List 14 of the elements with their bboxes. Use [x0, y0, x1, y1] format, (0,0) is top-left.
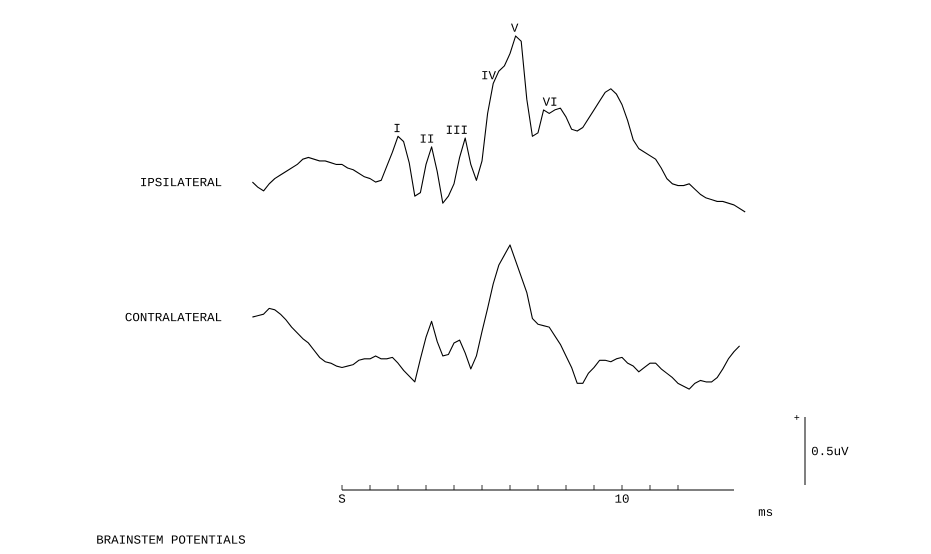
- text: ms: [758, 509, 772, 516]
- text: BRAINSTEM POTENTIALS: [97, 535, 246, 544]
- text: 10: [615, 494, 629, 503]
- annotation: I: [394, 124, 400, 132]
- text: +: [794, 415, 800, 420]
- text: 0.5uV: [812, 446, 848, 456]
- annotation: II: [420, 134, 434, 143]
- text: IPSILATERAL: [141, 178, 222, 186]
- annotation: IV: [482, 71, 496, 80]
- annotation: VI: [542, 98, 556, 106]
- text: CONTRALATERAL: [126, 312, 222, 322]
- text: V: [510, 24, 518, 32]
- text: S: [338, 494, 346, 503]
- annotation: III: [446, 126, 467, 134]
